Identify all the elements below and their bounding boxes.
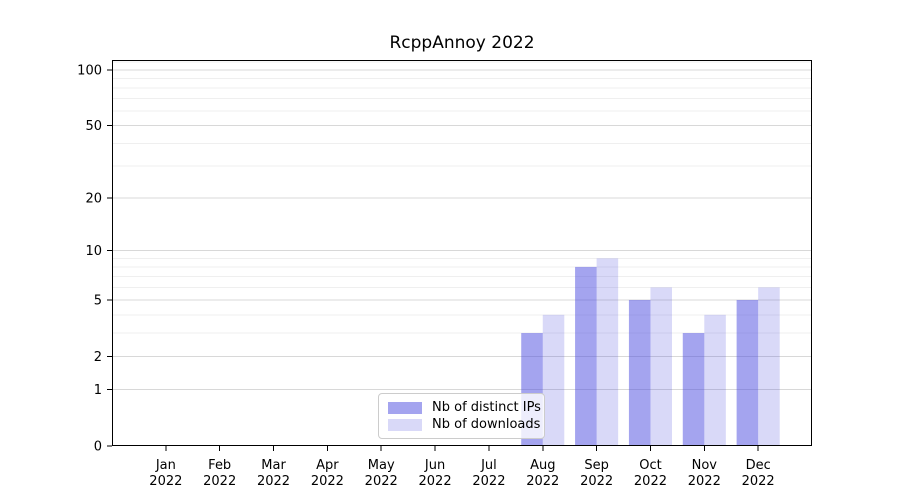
x-tick-label-month: May — [368, 458, 395, 473]
x-tick-label-year: 2022 — [311, 474, 344, 489]
x-tick-label-year: 2022 — [203, 474, 236, 489]
x-tick-label-year: 2022 — [419, 474, 452, 489]
x-tick-label-month: Aug — [530, 458, 555, 473]
legend-swatch-downloads — [388, 418, 422, 431]
bar-distinct-ips-dec — [736, 299, 759, 446]
bar-downloads-dec — [758, 287, 780, 446]
y-tick-label: 50 — [85, 119, 102, 134]
x-tick-label-year: 2022 — [742, 474, 775, 489]
x-tick-label-month: Jan — [155, 458, 176, 473]
y-tick-label: 2 — [94, 350, 102, 365]
bar-distinct-ips-oct — [628, 299, 651, 446]
legend-label-downloads: Nb of downloads — [432, 417, 541, 432]
x-tick-label-year: 2022 — [580, 474, 613, 489]
bar-distinct-ips-sep — [575, 266, 597, 446]
legend: Nb of distinct IPs Nb of downloads — [378, 393, 545, 439]
x-tick-label-month: Jul — [480, 458, 497, 473]
x-tick-label-month: Sep — [584, 458, 609, 473]
legend-label-ips: Nb of distinct IPs — [432, 400, 541, 415]
x-tick-label-month: Dec — [746, 458, 771, 473]
y-tick-label: 10 — [85, 244, 102, 259]
y-tick-label: 0 — [94, 440, 102, 455]
y-tick-label: 20 — [85, 191, 102, 206]
plot-border — [112, 60, 812, 446]
x-tick-label-month: Nov — [692, 458, 718, 473]
x-tick-label-month: Jun — [424, 458, 445, 473]
x-tick-label-year: 2022 — [472, 474, 505, 489]
bar-downloads-sep — [596, 258, 619, 446]
x-tick-label-month: Mar — [261, 458, 286, 473]
x-tick-label-year: 2022 — [526, 474, 559, 489]
bar-downloads-oct — [650, 287, 672, 446]
bar-downloads-aug — [542, 314, 565, 446]
y-tick-label: 100 — [77, 63, 102, 78]
x-tick-label-month: Feb — [208, 458, 231, 473]
legend-row-ips: Nb of distinct IPs — [388, 400, 541, 415]
y-tick-label: 5 — [94, 293, 102, 308]
y-tick-label: 1 — [94, 383, 102, 398]
x-tick-label-year: 2022 — [634, 474, 667, 489]
x-tick-label-year: 2022 — [365, 474, 398, 489]
x-tick-label-month: Apr — [316, 458, 339, 473]
legend-swatch-ips — [388, 401, 422, 414]
x-tick-label-year: 2022 — [257, 474, 290, 489]
legend-row-downloads: Nb of downloads — [388, 417, 540, 432]
x-tick-label-year: 2022 — [149, 474, 182, 489]
x-tick-label-year: 2022 — [688, 474, 721, 489]
bar-distinct-ips-nov — [682, 333, 705, 446]
bar-downloads-nov — [704, 314, 726, 446]
x-tick-label-month: Oct — [639, 458, 661, 473]
chart-title: RcppAnnoy 2022 — [389, 33, 535, 53]
